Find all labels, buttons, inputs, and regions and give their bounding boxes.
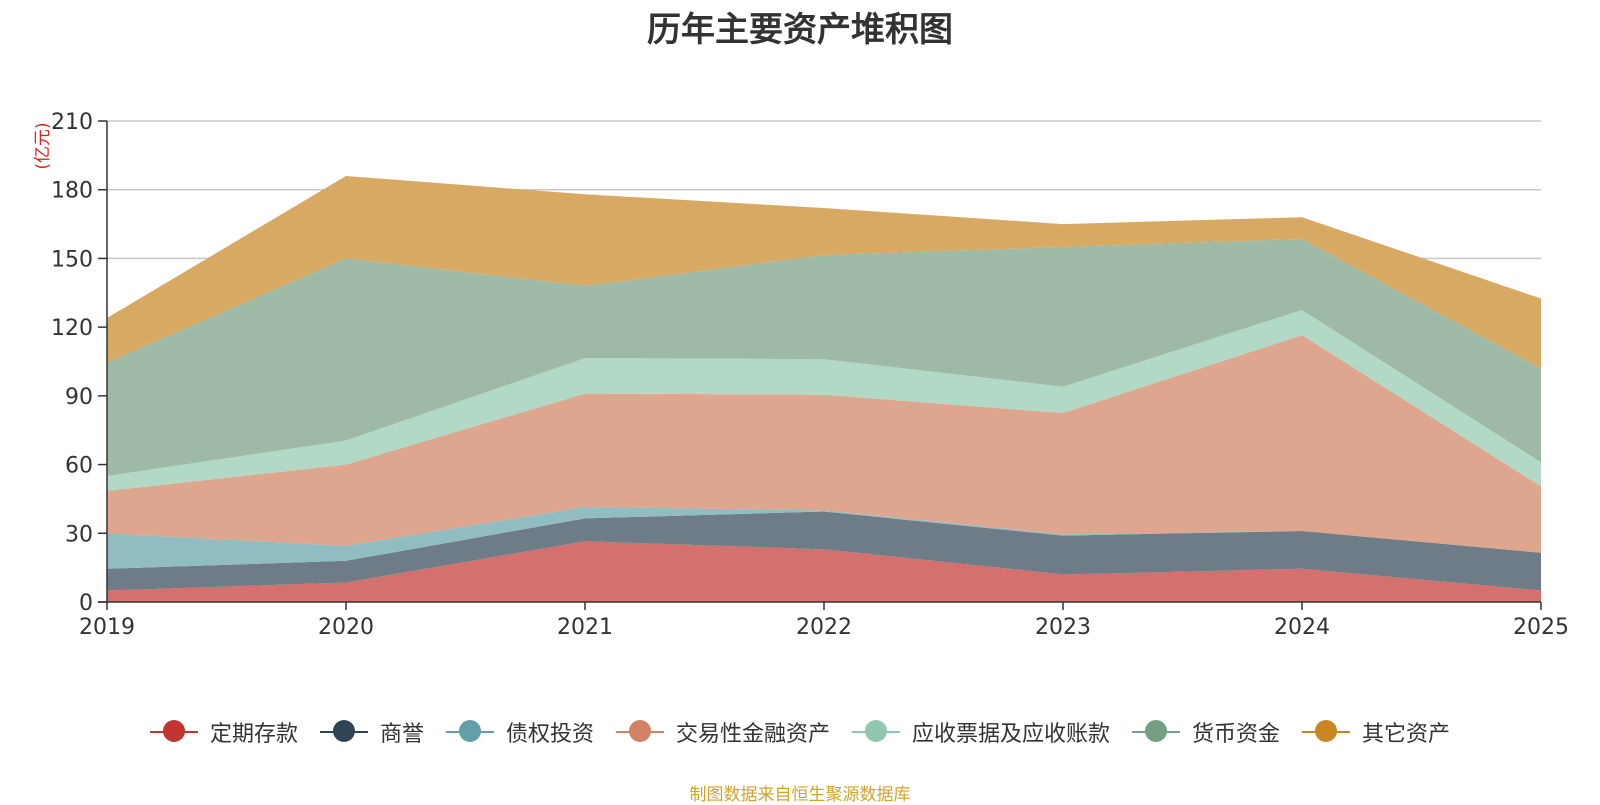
x-tick-label: 2025 [1513, 615, 1569, 640]
legend-marker-icon [1302, 719, 1351, 745]
y-tick-label: 0 [79, 591, 93, 616]
x-tick-label: 2020 [318, 615, 374, 640]
area-series [107, 175, 1541, 602]
area-series-7 [107, 175, 1541, 369]
x-tick-label: 2021 [557, 615, 613, 640]
area-series-5 [107, 309, 1541, 491]
legend-label: 其它资产 [1362, 722, 1451, 747]
y-tick-label: 150 [51, 247, 93, 272]
x-tick-label: 2024 [1274, 615, 1330, 640]
legend-marker-icon [445, 719, 494, 745]
legend-item[interactable]: 商誉 [319, 716, 424, 748]
legend-marker-icon [615, 719, 664, 745]
y-tick-label: 90 [65, 385, 93, 410]
y-axis-unit-label: (亿元) [33, 122, 53, 169]
y-tick-label: 30 [65, 522, 93, 547]
y-tick-label: 180 [51, 179, 93, 204]
x-tick-label: 2023 [1035, 615, 1091, 640]
legend-label: 商誉 [379, 722, 424, 747]
y-tick-label: 60 [65, 454, 93, 479]
axes: 0 30 60 90 120 150 180 210 2019 2020 2021 2022 2023 2… [51, 110, 1569, 640]
legend-marker-icon [149, 719, 198, 745]
legend-item[interactable]: 交易性金融资产 [615, 716, 830, 748]
legend-label: 交易性金融资产 [675, 722, 830, 747]
y-tick-label: 210 [51, 110, 93, 135]
legend-label: 货币资金 [1192, 722, 1281, 747]
legend-label: 定期存款 [209, 722, 298, 747]
legend-marker-icon [852, 719, 900, 745]
legend-label: 应收票据及应收账款 [912, 722, 1111, 747]
area-series-1 [107, 541, 1541, 602]
chart-title: 历年主要资产堆积图 [647, 10, 953, 50]
legend: 定期存款 商誉 债权投资 交易性金融资产 应收票据及应收账款 货币资金 其它资产 [0, 716, 1600, 751]
legend-marker-icon [319, 719, 368, 745]
area-series-6 [107, 238, 1541, 477]
legend-item[interactable]: 应收票据及应收账款 [852, 716, 1110, 748]
area-series-3 [107, 506, 1541, 569]
x-tick-label: 2019 [79, 615, 135, 640]
legend-item[interactable]: 债权投资 [445, 716, 594, 748]
legend-item[interactable]: 其它资产 [1302, 716, 1450, 748]
legend-marker-icon [1132, 719, 1181, 745]
area-series-4 [107, 335, 1541, 553]
source-note: 制图数据来自恒生聚源数据库 [689, 785, 911, 805]
x-tick-label: 2022 [796, 615, 852, 640]
legend-label: 债权投资 [505, 722, 594, 747]
area-series-2 [107, 511, 1541, 591]
legend-item[interactable]: 定期存款 [149, 716, 298, 748]
legend-item[interactable]: 货币资金 [1132, 716, 1280, 748]
y-tick-label: 120 [51, 316, 93, 341]
